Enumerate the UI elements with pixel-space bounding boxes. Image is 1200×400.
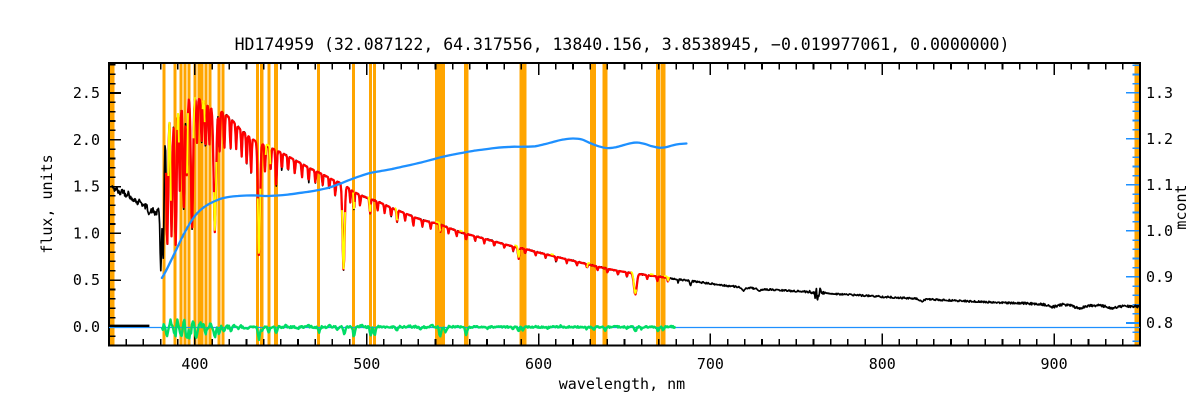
masked-region [602, 63, 608, 345]
model-alt-segment [367, 196, 372, 212]
model-alt-segment [435, 220, 442, 233]
masked-region [187, 63, 191, 345]
masked-region [464, 63, 469, 345]
masked-region [221, 63, 225, 345]
y-left-tick-label: 2.0 [73, 131, 100, 149]
masked-region [317, 63, 321, 345]
masked-region [435, 63, 446, 345]
masked-region [274, 63, 278, 345]
mcont-curve [160, 137, 688, 280]
masked-region [197, 63, 201, 345]
x-tick-label: 800 [869, 355, 896, 373]
model-fit-curve [164, 97, 671, 296]
x-axis-label: wavelength, nm [559, 375, 685, 393]
masked-region [655, 63, 660, 345]
model-alt-segment [264, 143, 272, 165]
model-alt-segment [186, 113, 189, 174]
model-alt-segment [176, 112, 180, 143]
x-tick-label: 600 [525, 355, 552, 373]
model-alt-segment [663, 275, 671, 283]
y-left-tick-label: 0.0 [73, 318, 100, 336]
residual-curve [160, 318, 677, 342]
model-alt-segment [459, 229, 463, 233]
y-axis-right: 0.8 0.9 1.0 1.1 1.2 1.3 [1126, 64, 1173, 343]
model-alt-segment [585, 262, 591, 269]
y-axis-label-right: mcont [1172, 184, 1190, 229]
y-left-tick-label: 0.5 [73, 271, 100, 289]
model-alt-segment [514, 244, 521, 258]
masked-region [267, 63, 271, 345]
model-alt-segment [212, 161, 218, 231]
masked-region [260, 63, 264, 345]
masked-region [373, 63, 377, 345]
y-right-tick-label: 1.2 [1146, 130, 1173, 148]
x-tick-label: 400 [181, 355, 208, 373]
y-axis-label-left: flux, units [38, 154, 56, 253]
y-left-tick-label: 1.5 [73, 178, 100, 196]
model-alt-segment [167, 121, 172, 201]
model-alt-curve [167, 97, 671, 295]
model-alt-segment [341, 210, 346, 270]
masked-region [204, 63, 208, 345]
y-right-tick-label: 1.1 [1146, 176, 1173, 194]
y-left-tick-label: 1.0 [73, 224, 100, 242]
x-tick-label: 700 [697, 355, 724, 373]
masked-region [1134, 63, 1139, 345]
masked-region [519, 63, 527, 345]
plot-title: HD174959 (32.087122, 64.317556, 13840.15… [235, 35, 1010, 54]
plot-frame [108, 62, 1141, 347]
y-right-tick-label: 0.8 [1146, 314, 1173, 332]
y-right-tick-label: 0.9 [1146, 268, 1173, 286]
model-alt-segment [550, 253, 555, 256]
masked-region [200, 63, 204, 345]
masked-region [660, 63, 666, 345]
masked-region [217, 63, 221, 345]
y-right-tick-label: 1.0 [1146, 222, 1173, 240]
model-alt-segment [256, 188, 262, 254]
model-alt-segment [630, 270, 638, 295]
masked-region [193, 63, 197, 345]
y-right-tick-label: 1.3 [1146, 84, 1173, 102]
masked-region [179, 63, 183, 345]
x-tick-label: 500 [353, 355, 380, 373]
model-alt-segment [192, 97, 196, 139]
x-tick-label: 900 [1041, 355, 1068, 373]
model-alt-segment [394, 207, 399, 221]
model-alt-segment [352, 192, 356, 210]
model-alt-segment [649, 273, 654, 276]
masked-region [590, 63, 596, 345]
y-left-tick-label: 2.5 [73, 84, 100, 102]
masked-region [110, 63, 115, 345]
model-alt-segment [201, 100, 206, 123]
